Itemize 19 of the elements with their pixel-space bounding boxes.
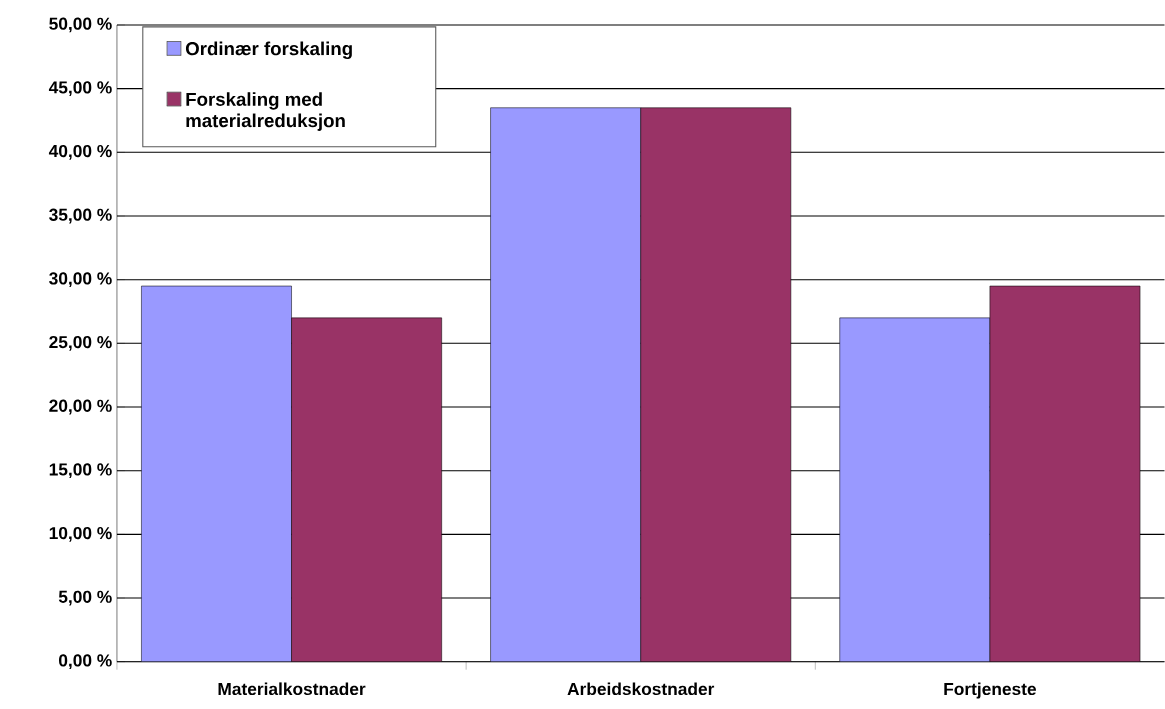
x-tick-label: Fortjeneste (944, 682, 1036, 699)
x-tick-label: Arbeidskostnader (567, 682, 715, 696)
y-tick-label: 0,00 % (58, 654, 112, 670)
x-tick-label: Materialkostnader (218, 682, 366, 696)
y-tick-label: 10,00 % (49, 527, 112, 542)
bar (490, 107, 641, 662)
legend-label: Forskaling med materialreduksjon (186, 92, 345, 132)
legend-label: Ordinær forskaling (185, 41, 352, 60)
y-tick-label: 40,00 % (48, 145, 112, 160)
y-tick-label: 50,00 % (49, 17, 112, 33)
bar (141, 286, 292, 662)
y-tick-label: 35,00 % (49, 208, 112, 224)
y-tick-label: 30,00 % (49, 272, 112, 288)
y-tick-label: 15,00 % (49, 463, 112, 479)
y-tick-label: 25,00 % (49, 336, 112, 351)
y-tick-label: 45,00 % (48, 81, 112, 97)
y-tick-label: 20,00 % (49, 399, 112, 415)
bar (839, 317, 991, 662)
y-tick-label: 5,00 % (58, 590, 112, 606)
